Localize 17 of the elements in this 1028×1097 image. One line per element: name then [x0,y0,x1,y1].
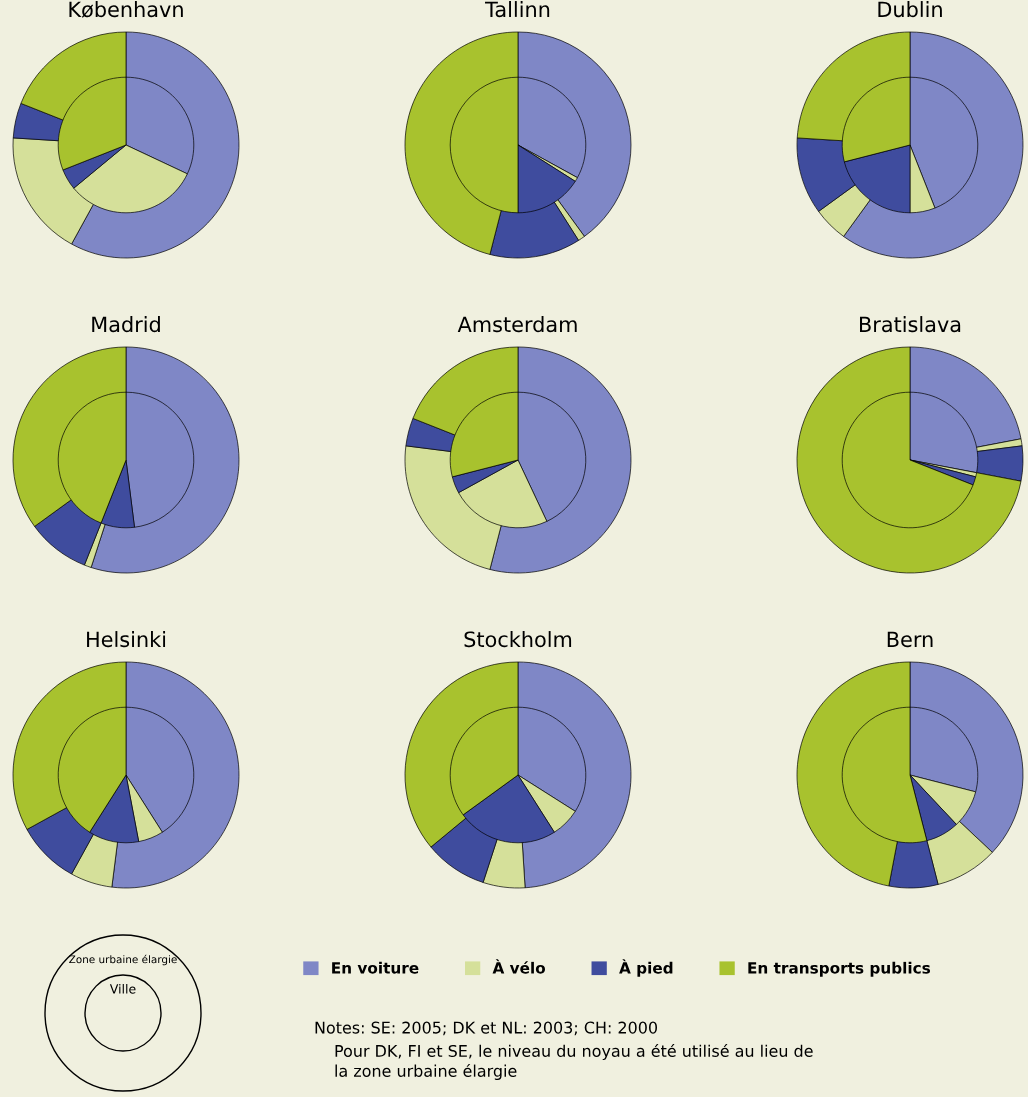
chart-title: København [69,1,183,18]
chart-title: Bratislava [860,316,961,333]
chart-title: Madrid [92,316,160,333]
legend-label: À vélo [492,959,546,974]
legend-label: En voiture [332,961,419,974]
legend-label: À pied [619,959,673,977]
chart-title: Dublin [878,1,942,18]
legend-label: En transports publics [748,961,931,977]
text: Zone urbaine élargie [69,954,177,966]
chart-title: Bern [887,631,933,648]
text: Pour DK, FI et SE, le niveau du noyau a été utilisé au lieu de la zone urbaine élargie [335,1043,813,1081]
text: Ville [109,983,136,994]
chart-title: Helsinki [87,631,166,648]
chart-title: Amsterdam [457,316,577,333]
chart-title: Tallinn [485,1,550,18]
text: Notes: SE: 2005; DK et NL: 2003; CH: 2000 [315,1021,658,1036]
chart-title: Stockholm [464,631,572,648]
